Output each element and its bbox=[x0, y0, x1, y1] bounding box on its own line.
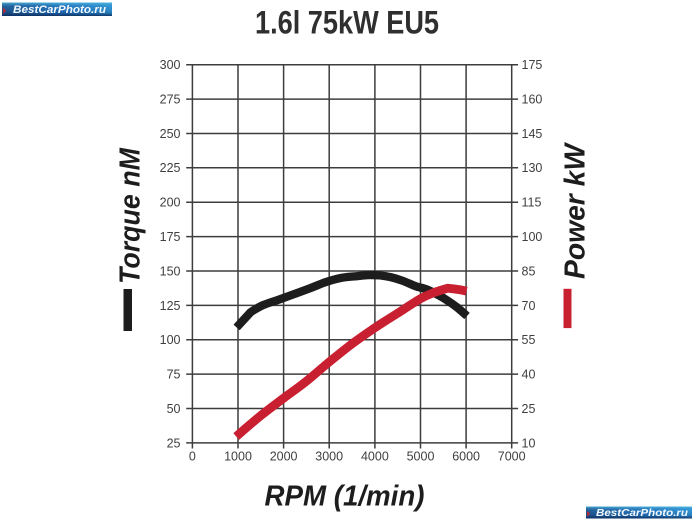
svg-text:3000: 3000 bbox=[315, 450, 343, 464]
svg-text:25: 25 bbox=[522, 402, 536, 416]
svg-text:4000: 4000 bbox=[361, 450, 389, 464]
svg-text:250: 250 bbox=[160, 127, 181, 141]
svg-text:40: 40 bbox=[522, 368, 536, 382]
svg-text:175: 175 bbox=[522, 58, 543, 72]
svg-text:225: 225 bbox=[160, 161, 181, 175]
svg-text:175: 175 bbox=[160, 230, 181, 244]
svg-text:160: 160 bbox=[522, 93, 543, 107]
svg-text:10: 10 bbox=[522, 436, 536, 450]
svg-text:275: 275 bbox=[160, 93, 181, 107]
svg-text:115: 115 bbox=[522, 196, 542, 210]
svg-text:50: 50 bbox=[167, 402, 181, 416]
svg-text:150: 150 bbox=[160, 264, 181, 278]
svg-text:75: 75 bbox=[167, 368, 181, 382]
svg-text:RPM (1/min): RPM (1/min) bbox=[265, 481, 425, 513]
svg-text:BestCarPhoto.ru: BestCarPhoto.ru bbox=[596, 508, 689, 519]
svg-text:55: 55 bbox=[522, 333, 536, 347]
svg-text:0: 0 bbox=[189, 450, 196, 464]
svg-text:1000: 1000 bbox=[224, 450, 252, 464]
svg-text:Power kW: Power kW bbox=[560, 141, 592, 279]
svg-text:300: 300 bbox=[160, 58, 181, 72]
svg-text:6000: 6000 bbox=[452, 450, 480, 464]
svg-text:25: 25 bbox=[167, 436, 181, 450]
svg-text:7000: 7000 bbox=[498, 450, 526, 464]
svg-text:85: 85 bbox=[522, 264, 536, 278]
svg-text:70: 70 bbox=[522, 299, 536, 313]
svg-text:200: 200 bbox=[160, 196, 181, 210]
svg-text:145: 145 bbox=[522, 127, 543, 141]
svg-text:130: 130 bbox=[522, 161, 543, 175]
svg-text:100: 100 bbox=[522, 230, 543, 244]
svg-text:BestCarPhoto.ru: BestCarPhoto.ru bbox=[13, 4, 106, 16]
svg-text:Torque nM: Torque nM bbox=[115, 147, 147, 284]
svg-text:125: 125 bbox=[160, 299, 181, 313]
svg-text:1.6l 75kW EU5: 1.6l 75kW EU5 bbox=[255, 5, 439, 41]
svg-text:2000: 2000 bbox=[270, 450, 298, 464]
svg-text:100: 100 bbox=[160, 333, 181, 347]
svg-text:5000: 5000 bbox=[407, 450, 435, 464]
